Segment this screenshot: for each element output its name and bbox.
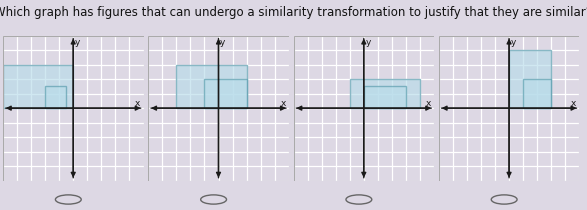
Text: x: x <box>571 99 576 108</box>
Bar <box>45 87 66 108</box>
Text: y: y <box>365 38 371 47</box>
Text: Which graph has figures that can undergo a similarity transformation to justify : Which graph has figures that can undergo… <box>0 6 587 19</box>
Bar <box>204 79 247 108</box>
Text: x: x <box>426 99 431 108</box>
Text: y: y <box>511 38 516 47</box>
Text: x: x <box>281 99 286 108</box>
Text: y: y <box>220 38 225 47</box>
Bar <box>509 50 551 108</box>
Bar <box>523 79 551 108</box>
Text: x: x <box>135 99 140 108</box>
Bar <box>176 65 247 108</box>
Bar <box>3 65 73 108</box>
Bar <box>350 79 420 108</box>
Bar <box>364 87 406 108</box>
Text: y: y <box>75 38 80 47</box>
